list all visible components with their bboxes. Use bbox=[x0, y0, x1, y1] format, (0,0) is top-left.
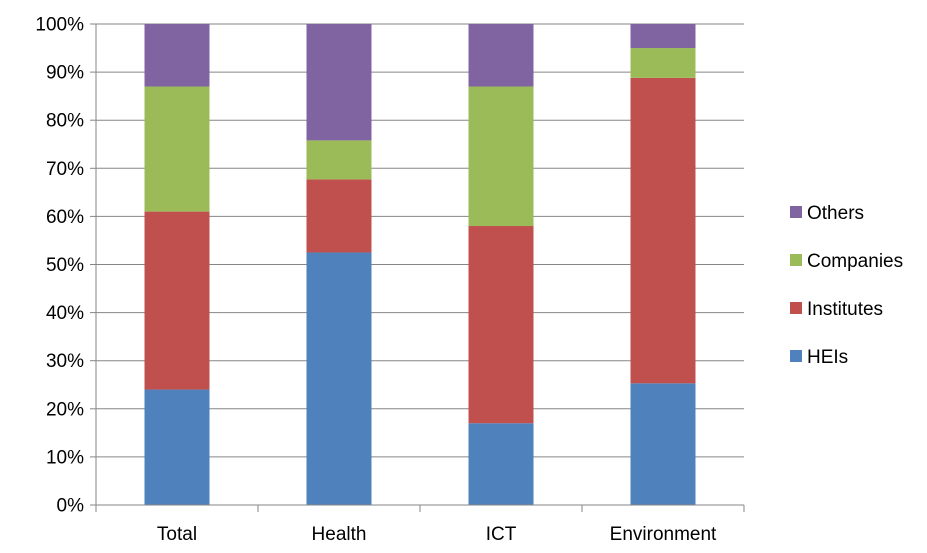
legend-item-companies: Companies bbox=[790, 251, 903, 272]
legend-label: HEIs bbox=[807, 347, 848, 368]
legend-label: Companies bbox=[807, 251, 903, 272]
x-tick-label: ICT bbox=[486, 524, 517, 545]
x-tick-label: Environment bbox=[610, 524, 717, 545]
bar-segment-companies bbox=[468, 86, 534, 227]
y-tick-label: 60% bbox=[46, 207, 84, 228]
y-axis-tick-labels: 0% 10% 20% 30% 40% 50% 60% 70% 80% 90% 100% bbox=[35, 15, 84, 517]
y-tick-label: 10% bbox=[46, 447, 84, 468]
bar-segment-others bbox=[630, 24, 696, 49]
bar-segment-institutes bbox=[144, 211, 210, 390]
x-axis-tick-labels: Total Health ICT Environment bbox=[157, 524, 717, 545]
bar-segment-others bbox=[306, 24, 372, 141]
bar-segment-institutes bbox=[468, 226, 534, 424]
x-tick-label: Health bbox=[312, 524, 367, 545]
y-tick-label: 100% bbox=[35, 15, 84, 36]
legend-swatch bbox=[790, 350, 802, 362]
legend-label: Others bbox=[807, 203, 864, 224]
bar-segment-heis bbox=[306, 252, 372, 505]
y-tick-label: 20% bbox=[46, 399, 84, 420]
x-tick-label: Total bbox=[157, 524, 197, 545]
legend-item-others: Others bbox=[790, 203, 864, 224]
y-tick-label: 90% bbox=[46, 63, 84, 84]
bar-segment-heis bbox=[630, 383, 696, 505]
legend-swatch bbox=[790, 254, 802, 266]
bar-segment-others bbox=[468, 24, 534, 87]
bar-segment-companies bbox=[630, 48, 696, 78]
axes bbox=[90, 23, 745, 512]
bar-segment-institutes bbox=[306, 179, 372, 253]
legend-label: Institutes bbox=[807, 299, 883, 320]
y-tick-label: 30% bbox=[46, 351, 84, 372]
bar-segment-institutes bbox=[630, 77, 696, 384]
bars bbox=[144, 24, 696, 505]
legend-swatch bbox=[790, 206, 802, 218]
legend-item-heis: HEIs bbox=[790, 347, 848, 368]
bar-segment-others bbox=[144, 24, 210, 87]
y-tick-label: 0% bbox=[57, 496, 85, 517]
legend: Others Companies Institutes HEIs bbox=[790, 203, 903, 368]
y-tick-label: 50% bbox=[46, 255, 84, 276]
bar-segment-companies bbox=[306, 140, 372, 180]
bar-segment-heis bbox=[144, 389, 210, 505]
legend-swatch bbox=[790, 302, 802, 314]
y-tick-label: 80% bbox=[46, 111, 84, 132]
bar-segment-companies bbox=[144, 86, 210, 212]
y-tick-label: 40% bbox=[46, 303, 84, 324]
y-tick-label: 70% bbox=[46, 159, 84, 180]
legend-item-institutes: Institutes bbox=[790, 299, 883, 320]
bar-segment-heis bbox=[468, 423, 534, 505]
